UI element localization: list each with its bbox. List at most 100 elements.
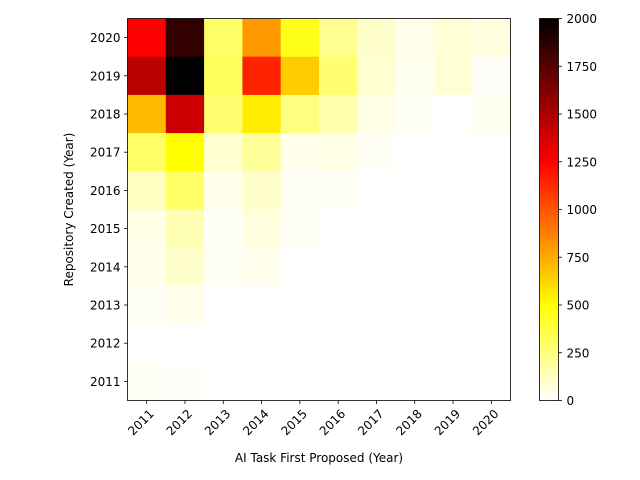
heatmap-cell-2012-2015 xyxy=(280,324,320,363)
colorbar-tick-label: 500 xyxy=(567,299,590,313)
y-tick-label: 2017 xyxy=(90,146,121,160)
heatmap-cell-2011-2018 xyxy=(395,362,435,401)
heatmap-cell-2016-2020 xyxy=(472,171,511,210)
y-axis-label: Repository Created (Year) xyxy=(62,133,76,287)
x-tick-label: 2016 xyxy=(317,407,348,438)
heatmap-cell-2011-2019 xyxy=(433,362,473,401)
heatmap-cell-2011-2012 xyxy=(165,362,205,401)
colorbar-ticks: 0 250 500 750 1000 1250 1500 1750 2000 xyxy=(558,12,598,408)
heatmap-cell-2011-2015 xyxy=(280,362,320,401)
heatmap-cell-2015-2017 xyxy=(357,209,396,248)
heatmap-cell-2011-2011 xyxy=(127,362,167,401)
heatmap-cell-2019-2013 xyxy=(204,56,243,96)
heatmap-cell-2012-2017 xyxy=(357,324,396,363)
x-axis-label: AI Task First Proposed (Year) xyxy=(235,451,403,465)
heatmap-cell-2013-2012 xyxy=(165,285,205,325)
x-tick-label: 2017 xyxy=(355,407,386,438)
heatmap-cell-2013-2016 xyxy=(319,285,358,325)
heatmap-cell-2015-2018 xyxy=(395,209,435,248)
heatmap-cell-2016-2014 xyxy=(242,171,281,210)
y-tick-label: 2018 xyxy=(90,108,121,122)
heatmap-cell-2016-2013 xyxy=(204,171,243,210)
heatmap-cell-2020-2018 xyxy=(395,18,435,57)
heatmap-cell-2013-2020 xyxy=(472,285,511,325)
heatmap-cell-2019-2014 xyxy=(242,56,281,96)
y-axis-ticks: 2020 2019 2018 2017 2016 2015 2014 2013 2012 2011 xyxy=(90,31,128,389)
heatmap-cell-2018-2011 xyxy=(127,94,167,134)
heatmap-cell-2012-2012 xyxy=(165,324,205,363)
heatmap-cell-2018-2015 xyxy=(280,94,320,134)
y-tick-label: 2016 xyxy=(90,184,121,198)
colorbar-tick-label: 1750 xyxy=(567,60,598,74)
x-tick-label: 2020 xyxy=(470,407,501,438)
heatmap-cell-2013-2017 xyxy=(357,285,396,325)
heatmap-cell-2017-2011 xyxy=(127,133,167,172)
heatmap-cell-2016-2011 xyxy=(127,171,167,210)
heatmap-cell-2019-2015 xyxy=(280,56,320,96)
heatmap-cell-2016-2017 xyxy=(357,171,396,210)
heatmap-cell-2014-2018 xyxy=(395,247,435,287)
heatmap-cell-2016-2016 xyxy=(319,171,358,210)
colorbar-tick-label: 2000 xyxy=(567,12,598,26)
heatmap-cell-2011-2013 xyxy=(204,362,243,401)
heatmap-cell-2019-2017 xyxy=(357,56,396,96)
heatmap-cell-2018-2017 xyxy=(357,94,396,134)
heatmap-cell-2019-2020 xyxy=(472,56,511,96)
x-tick-label: 2013 xyxy=(202,407,233,438)
heatmap-cell-2017-2020 xyxy=(472,133,511,172)
heatmap-cell-2018-2013 xyxy=(204,94,243,134)
heatmap-cell-2011-2017 xyxy=(357,362,396,401)
heatmap-cell-2020-2017 xyxy=(357,18,396,57)
y-tick-label: 2011 xyxy=(90,375,121,389)
heatmap-cell-2018-2019 xyxy=(433,94,473,134)
heatmap-cell-2015-2013 xyxy=(204,209,243,248)
heatmap-cell-2014-2011 xyxy=(127,247,167,287)
heatmap-cell-2012-2019 xyxy=(433,324,473,363)
heatmap-cell-2017-2013 xyxy=(204,133,243,172)
heatmap-cells xyxy=(127,18,511,401)
heatmap-cell-2020-2019 xyxy=(433,18,473,57)
heatmap-cell-2014-2016 xyxy=(319,247,358,287)
heatmap-cell-2014-2017 xyxy=(357,247,396,287)
y-tick-label: 2013 xyxy=(90,299,121,313)
heatmap-cell-2014-2013 xyxy=(204,247,243,287)
heatmap-cell-2012-2011 xyxy=(127,324,167,363)
y-tick-label: 2012 xyxy=(90,337,121,351)
heatmap-cell-2016-2012 xyxy=(165,171,205,210)
heatmap-cell-2013-2013 xyxy=(204,285,243,325)
colorbar-tick-label: 1500 xyxy=(567,108,598,122)
heatmap-cell-2011-2014 xyxy=(242,362,281,401)
heatmap-cell-2017-2012 xyxy=(165,133,205,172)
colorbar-tick-label: 750 xyxy=(567,251,590,265)
heatmap-cell-2018-2018 xyxy=(395,94,435,134)
heatmap-cell-2019-2011 xyxy=(127,56,167,96)
heatmap-cell-2012-2014 xyxy=(242,324,281,363)
heatmap-cell-2018-2012 xyxy=(165,94,205,134)
heatmap-cell-2011-2016 xyxy=(319,362,358,401)
heatmap-cell-2018-2014 xyxy=(242,94,281,134)
heatmap-cell-2018-2016 xyxy=(319,94,358,134)
heatmap-cell-2014-2012 xyxy=(165,247,205,287)
heatmap-cell-2013-2019 xyxy=(433,285,473,325)
heatmap-cell-2020-2014 xyxy=(242,18,281,57)
heatmap-cell-2020-2011 xyxy=(127,18,167,57)
heatmap-cell-2017-2018 xyxy=(395,133,435,172)
heatmap-cell-2013-2011 xyxy=(127,285,167,325)
heatmap-cell-2013-2014 xyxy=(242,285,281,325)
heatmap-cell-2016-2015 xyxy=(280,171,320,210)
plot-frame xyxy=(127,18,511,401)
heatmap-cell-2014-2019 xyxy=(433,247,473,287)
x-axis-ticks: 2011 2012 2013 2014 2015 2016 2017 2018 2019 2020 xyxy=(125,400,501,438)
heatmap-cell-2019-2012 xyxy=(165,56,205,96)
colorbar-tick-label: 250 xyxy=(567,346,590,360)
heatmap-cell-2015-2016 xyxy=(319,209,358,248)
heatmap-cell-2017-2017 xyxy=(357,133,396,172)
colorbar-tick-label: 1250 xyxy=(567,155,598,169)
heatmap-cell-2012-2018 xyxy=(395,324,435,363)
colorbar-tick-label: 0 xyxy=(567,394,575,408)
colorbar-tick-label: 1000 xyxy=(567,203,598,217)
x-tick-label: 2015 xyxy=(278,407,309,438)
x-tick-label: 2011 xyxy=(125,407,156,438)
heatmap-cell-2016-2019 xyxy=(433,171,473,210)
